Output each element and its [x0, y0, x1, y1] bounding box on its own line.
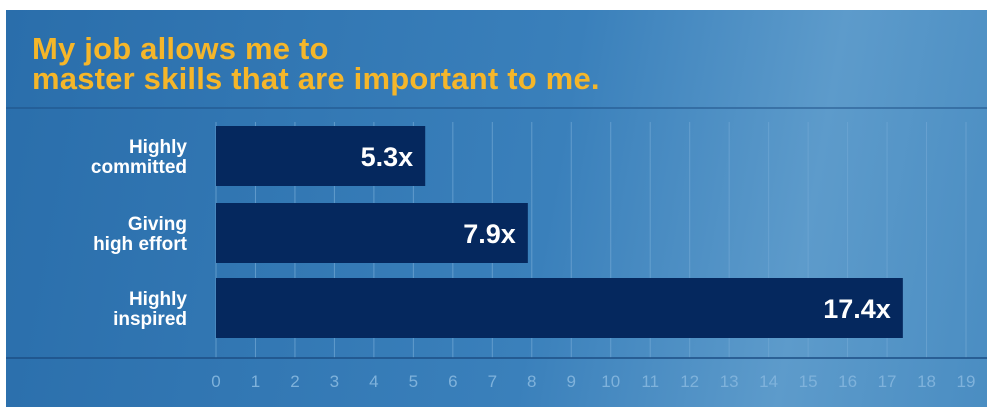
value-label-1: 7.9x: [463, 219, 516, 249]
x-tick-label-9: 9: [567, 372, 576, 391]
value-label-2: 17.4x: [823, 294, 891, 324]
x-tick-label-17: 17: [878, 372, 897, 391]
bar-0: [216, 126, 426, 186]
x-tick-label-4: 4: [369, 372, 378, 391]
category-label-2-0: Highly: [129, 289, 187, 310]
x-tick-label-18: 18: [917, 372, 936, 391]
value-label-0: 5.3x: [361, 142, 414, 172]
chart-title: My job allows me to master skills that a…: [32, 31, 600, 96]
x-tick-label-7: 7: [488, 372, 497, 391]
category-label-1-1: high effort: [93, 234, 188, 255]
chart-title-line-1: My job allows me to: [32, 31, 329, 66]
x-tick-label-0: 0: [211, 372, 220, 391]
category-label-2-1: inspired: [113, 309, 187, 330]
x-tick-label-1: 1: [251, 372, 260, 391]
x-tick-label-13: 13: [720, 372, 739, 391]
x-tick-label-10: 10: [601, 372, 620, 391]
bar-2: [216, 278, 903, 338]
category-label-1-0: Giving: [128, 214, 187, 235]
chart-panel: My job allows me to master skills that a…: [6, 10, 987, 407]
category-label-0-1: committed: [91, 157, 187, 178]
x-tick-label-14: 14: [759, 372, 778, 391]
x-tick-label-6: 6: [448, 372, 457, 391]
x-tick-label-16: 16: [838, 372, 857, 391]
x-tick-label-15: 15: [799, 372, 818, 391]
category-label-0-0: Highly: [129, 137, 187, 158]
chart-title-line-2: master skills that are important to me.: [32, 61, 600, 96]
x-tick-label-5: 5: [409, 372, 418, 391]
x-tick-label-11: 11: [641, 372, 659, 391]
x-tick-label-3: 3: [330, 372, 339, 391]
x-tick-label-2: 2: [290, 372, 299, 391]
x-tick-label-19: 19: [957, 372, 976, 391]
x-tick-label-8: 8: [527, 372, 536, 391]
x-tick-label-12: 12: [680, 372, 699, 391]
bar-1: [216, 203, 528, 263]
